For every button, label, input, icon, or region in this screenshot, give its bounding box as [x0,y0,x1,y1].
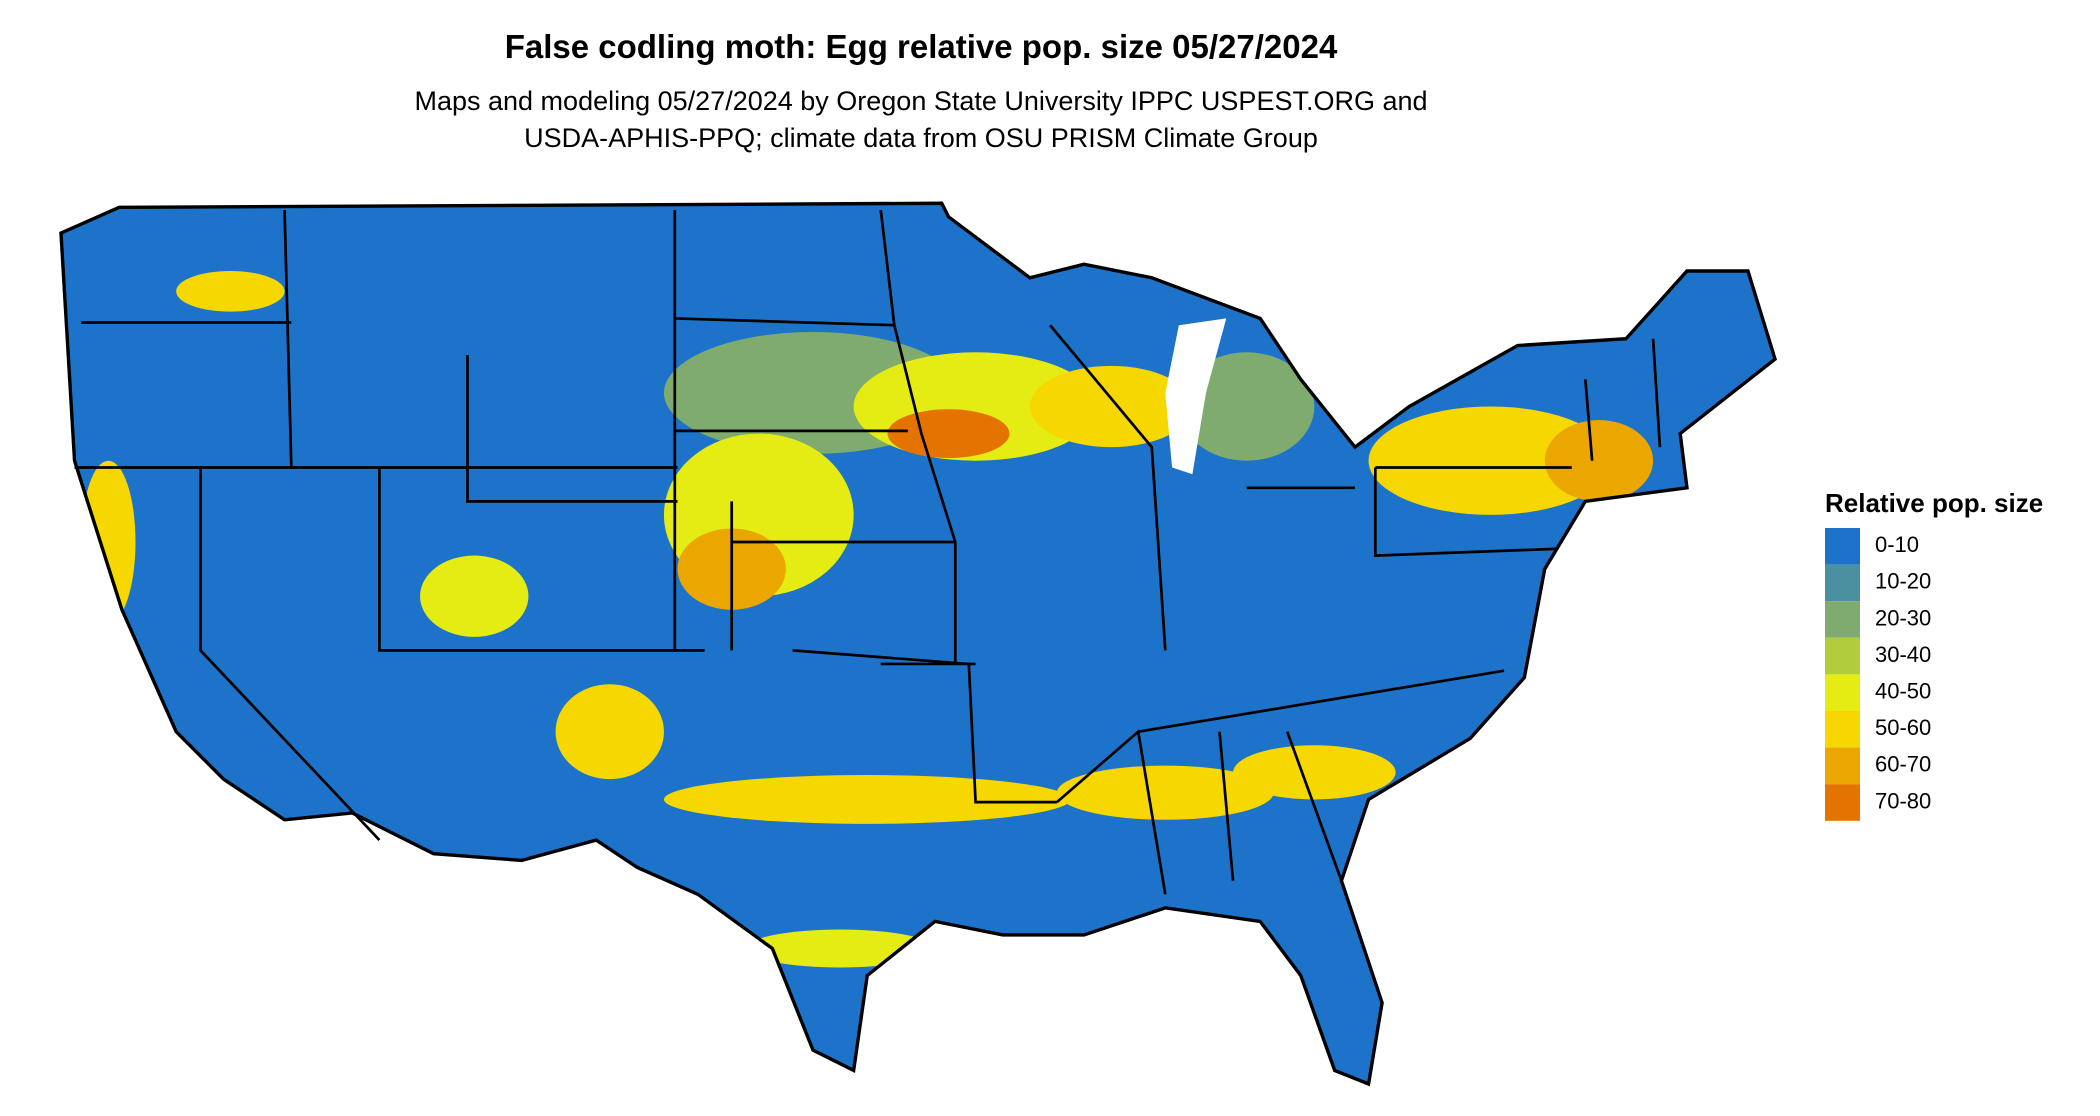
legend-swatch [1825,784,1860,821]
legend-label: 40-50 [1875,679,1931,704]
legend-label: 30-40 [1875,642,1931,667]
us-land [60,203,1776,1084]
legend-label: 10-20 [1875,569,1931,594]
legend-swatch [1825,528,1860,565]
legend-swatch [1825,637,1860,675]
subtitle-line: Maps and modeling 05/27/2024 by Oregon S… [414,86,1427,116]
legend-swatch [1825,747,1860,785]
legend: 0-10 10-20 20-30 30-40 40-50 50-60 60-70 70-80 [1825,528,1931,821]
legend-label: 20-30 [1875,605,1931,630]
legend-swatch [1825,564,1860,602]
legend-label: 50-60 [1875,715,1931,740]
legend-title: Relative pop. size [1825,488,2043,518]
title: False codling moth: Egg relative pop. si… [505,28,1338,65]
legend-label: 60-70 [1875,752,1931,777]
subtitle-line: USDA-APHIS-PPQ; climate data from OSU PR… [524,123,1318,153]
legend-label: 0-10 [1875,532,1919,557]
us-map [59,201,1778,1087]
legend-label: 70-80 [1875,788,1931,813]
legend-swatch [1825,674,1860,711]
state-borders [74,209,1662,895]
legend-swatch [1825,601,1860,638]
lake-michigan [1165,318,1227,475]
legend-swatch [1825,711,1860,748]
